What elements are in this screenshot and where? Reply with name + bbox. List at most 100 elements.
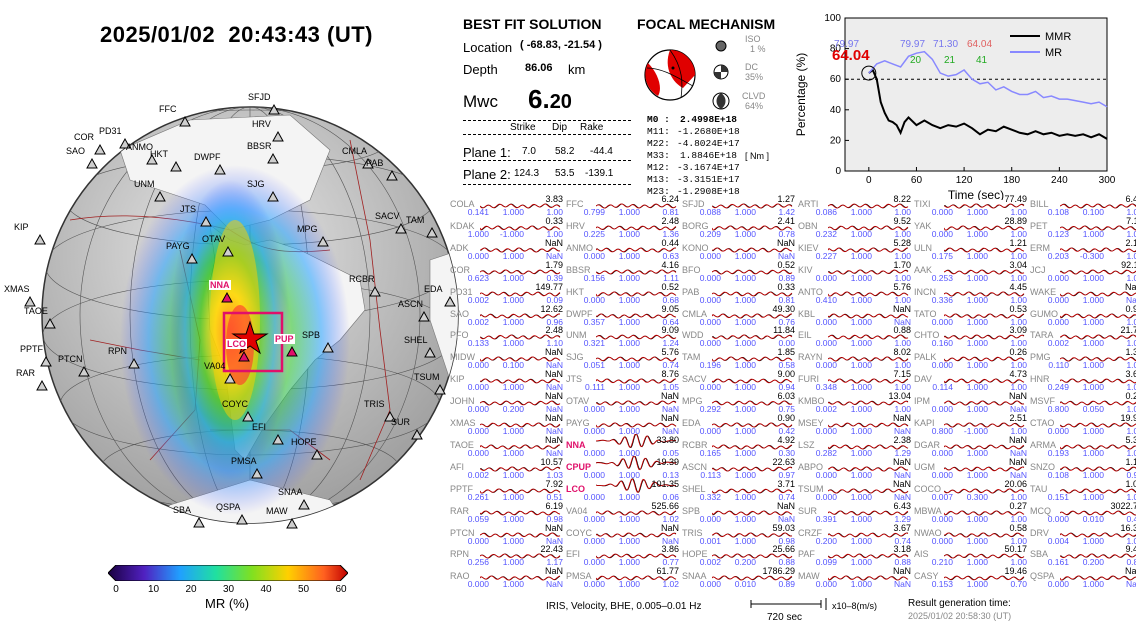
waveform — [1060, 444, 1136, 450]
station-var-a: 1.000 — [467, 228, 489, 239]
station-var-c: 1.00 — [546, 228, 563, 239]
time-scale-label: 720 sec — [767, 612, 803, 623]
station-var-a: 0.261 — [467, 491, 489, 502]
station-var-a: 0.410 — [815, 294, 837, 305]
station-var-b: 0.200 — [734, 557, 756, 568]
waveform — [712, 531, 793, 538]
station-var-a: 0.000 — [931, 469, 953, 480]
station-var-a: 0.007 — [931, 491, 953, 502]
station-trace: ADK NaN 0.000 1.000 NaN — [450, 238, 565, 262]
moment-row: M0 : 2.4998E+18 — [647, 114, 737, 126]
waveform — [944, 203, 1025, 209]
station-trace: ARTI 8.22 0.086 1.000 1.00 — [798, 194, 913, 218]
moment-key: M11: — [647, 126, 670, 137]
station-var-c: 1.00 — [1010, 426, 1027, 436]
waveform — [1060, 312, 1136, 319]
map-station-label: FFC — [159, 104, 177, 114]
station-var-c: 0.75 — [778, 404, 795, 415]
station-trace: HOPE 25.66 0.002 0.200 0.88 — [682, 544, 797, 568]
moment-row: M12: -3.1674E+17 — [647, 162, 740, 174]
waveform — [828, 400, 909, 406]
station-code: HOPE — [682, 549, 708, 560]
map-station-label: SJG — [247, 179, 265, 189]
station-amplitude: 3.66 — [1125, 369, 1136, 380]
station-trace: GUMO 0.93 0.000 1.000 1.00 — [1030, 304, 1136, 328]
station-code: KMBO — [798, 396, 825, 407]
map-station-label: COR — [74, 132, 94, 142]
station-var-a: 0.000 — [931, 228, 953, 239]
station-var-a: 0.000 — [815, 491, 837, 502]
station-var-c: 1.00 — [894, 294, 911, 305]
moment-value: 2.4998E+18 — [679, 114, 737, 125]
station-var-c: 1.10 — [546, 338, 563, 349]
station-code: ERM — [1030, 242, 1050, 253]
waveform — [480, 510, 561, 516]
waveform — [1060, 575, 1136, 581]
station-var-b: 1.000 — [502, 557, 524, 568]
depth-value: 86.06 — [525, 62, 553, 74]
station-trace: MCQ 3022.78 0.000 0.010 0.44 — [1030, 501, 1136, 525]
moment-unit: [ Nm ] — [745, 151, 769, 161]
station-var-a: 0.000 — [1047, 579, 1069, 590]
location-label: Location — [463, 40, 513, 55]
station-var-c: 1.00 — [1010, 513, 1027, 524]
station-code: JCJ — [1030, 264, 1046, 275]
map-station-label: JTS — [180, 204, 197, 214]
station-var-a: 0.108 — [1047, 207, 1069, 217]
waveform — [828, 313, 909, 318]
station-var-c: 1.17 — [546, 557, 563, 568]
station-var-b: -1.000 — [963, 426, 988, 436]
station-var-a: 0.000 — [815, 426, 837, 436]
waveform — [944, 553, 1025, 559]
station-var-a: 0.151 — [1047, 491, 1069, 502]
station-amplitude: 13.04 — [888, 391, 911, 402]
waveform — [944, 269, 1025, 275]
station-amplitude: 0.26 — [1009, 347, 1027, 358]
station-var-c: 1.00 — [1126, 338, 1136, 349]
station-amplitude: 61.77 — [656, 566, 679, 577]
station-code: RAR — [450, 505, 470, 516]
map-station-label: RPN — [108, 346, 128, 356]
station-var-c: 0.86 — [1126, 557, 1136, 568]
station-triangle-icon — [222, 246, 234, 257]
station-amplitude: 10.57 — [540, 456, 563, 467]
station-var-c: 0.77 — [662, 557, 679, 568]
station-var-c: 0.00 — [778, 338, 795, 349]
station-var-c: 1.00 — [1126, 404, 1136, 415]
station-trace: KIEV 5.28 0.227 1.000 1.00 — [798, 237, 913, 262]
station-triangle-icon — [384, 411, 396, 422]
station-var-a: 0.000 — [931, 404, 953, 415]
station-var-a: 0.292 — [699, 404, 721, 415]
station-var-c: 1.00 — [1010, 272, 1027, 283]
station-var-c: 1.00 — [1126, 272, 1136, 283]
station-triangle-icon — [298, 499, 310, 510]
station-code: PET — [1030, 220, 1048, 231]
waveform — [712, 356, 793, 362]
station-var-a: 0.000 — [583, 579, 605, 590]
waveform — [596, 225, 677, 231]
station-amplitude: 5.28 — [893, 237, 911, 248]
map-station-label: QSPA — [216, 502, 241, 512]
station-var-a: 0.000 — [699, 579, 721, 590]
waveform — [944, 225, 1025, 231]
station-triangle-icon — [186, 253, 198, 264]
station-code: NWAO — [914, 527, 942, 538]
amp-scale-bar — [825, 598, 827, 610]
moment-value: -1.2908E+18 — [677, 186, 740, 197]
station-var-a: 0.000 — [1047, 294, 1069, 305]
station-var-c: 0.98 — [546, 513, 563, 524]
station-code: HNR — [1030, 374, 1050, 385]
station-code: MIDW — [450, 352, 475, 363]
station-var-c: 0.30 — [778, 447, 795, 458]
iso-value: 1 % — [750, 44, 766, 54]
station-triangle-icon — [200, 216, 212, 227]
station-trace: KONO NaN 0.000 1.000 NaN — [682, 238, 797, 262]
station-triangle-icon — [311, 449, 323, 460]
station-var-a: 0.133 — [467, 338, 489, 349]
station-code: MPG — [682, 396, 703, 407]
station-code: QSPA — [1030, 571, 1055, 582]
waveform — [1060, 334, 1136, 340]
station-var-a: 0.000 — [699, 250, 721, 261]
station-var-a: 0.059 — [467, 513, 489, 524]
station-var-b: 1.000 — [618, 338, 640, 349]
